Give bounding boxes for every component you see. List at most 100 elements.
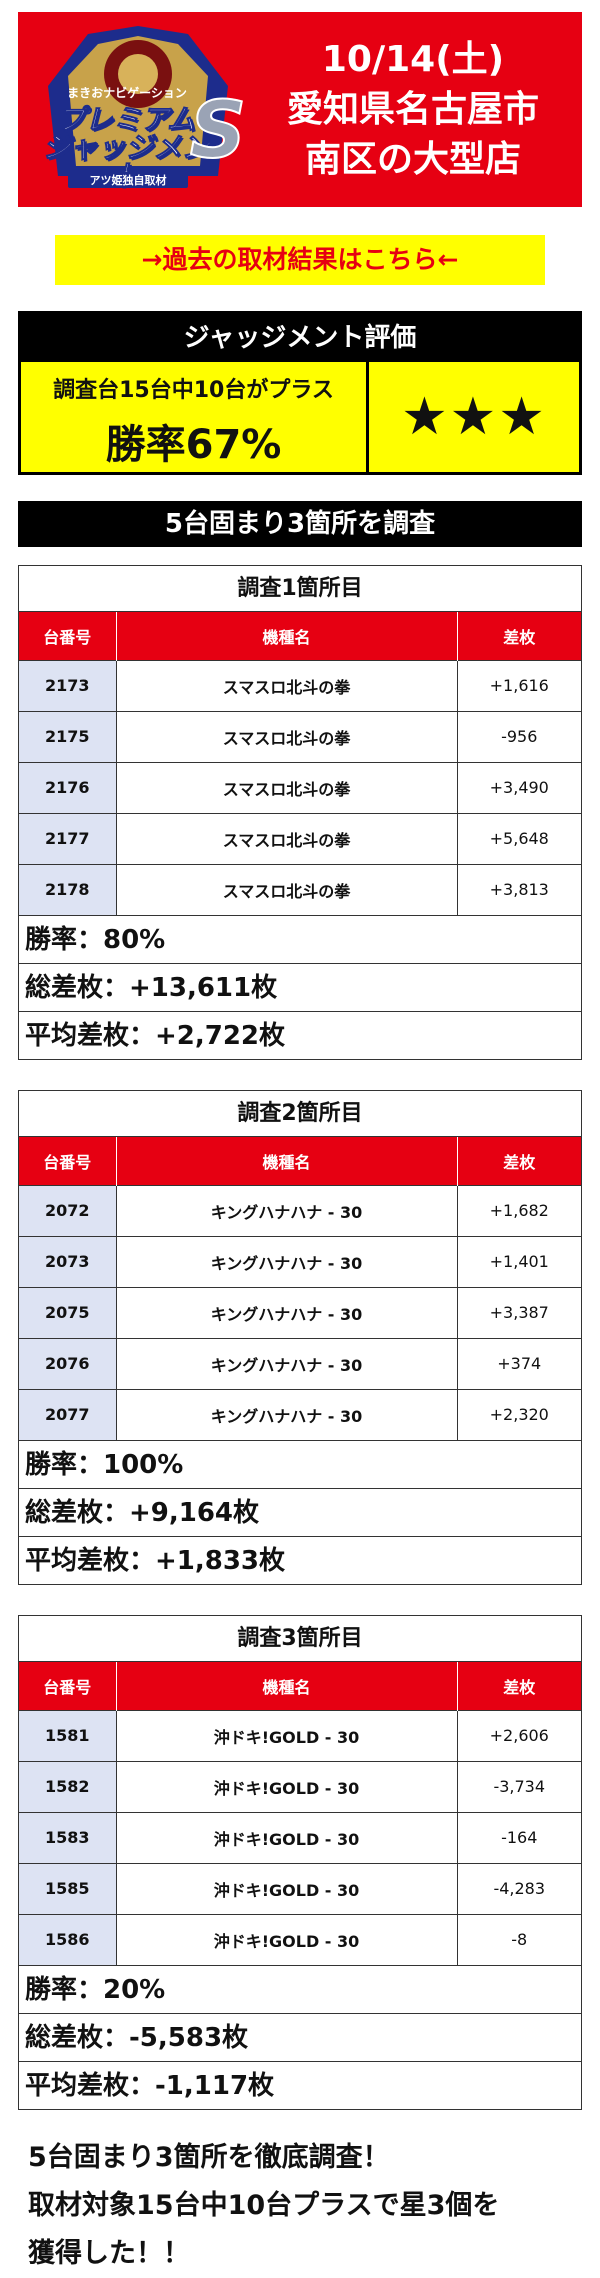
machine-diff: +1,682	[457, 1184, 581, 1236]
survey-table: 台番号 機種名 差枚 1581 沖ドキ!GOLD - 30 +2,606 158…	[19, 1662, 581, 1965]
logo-title-line1: プレミアム	[56, 102, 196, 136]
machine-name: スマスロ北斗の拳	[116, 812, 458, 864]
survey-average-diff: 平均差枚：+1,833枚	[19, 1536, 581, 1584]
logo-letter: S	[189, 85, 247, 176]
summary-text: 5台固まり3箇所を徹底調査！ 取材対象15台中10台プラスで星3個を 獲得した！…	[28, 2134, 582, 2278]
machine-no: 2176	[19, 761, 117, 813]
machine-diff: +1,401	[457, 1235, 581, 1287]
judgement-header: ジャッジメント評価	[21, 314, 579, 362]
judgement-result: 調査台15台中10台がプラス 勝率67%	[21, 362, 369, 472]
table-row: 1582 沖ドキ!GOLD - 30 -3,734	[19, 1760, 581, 1812]
survey-block-1: 調査1箇所目 台番号 機種名 差枚 2173 スマスロ北斗の拳 +1,616 2…	[18, 565, 582, 1060]
banner-location: 愛知県名古屋市	[286, 88, 539, 130]
table-row: 2175 スマスロ北斗の拳 -956	[19, 710, 581, 762]
table-header-row: 台番号 機種名 差枚	[19, 1137, 581, 1185]
table-header-row: 台番号 機種名 差枚	[19, 612, 581, 660]
table-row: 1581 沖ドキ!GOLD - 30 +2,606	[19, 1709, 581, 1761]
machine-no: 2075	[19, 1286, 117, 1338]
machine-name: キングハナハナ - 30	[116, 1184, 458, 1236]
survey-table: 台番号 機種名 差枚 2072 キングハナハナ - 30 +1,682 2073…	[19, 1137, 581, 1440]
header-machine-name: 機種名	[116, 1137, 458, 1185]
premium-judgement-logo: まきおナビゲーション プレミアム ジャッジメント アツ姫独自取材 S	[28, 25, 250, 194]
machine-name: 沖ドキ!GOLD - 30	[116, 1709, 458, 1761]
machine-no: 2178	[19, 863, 117, 915]
table-row: 2173 スマスロ北斗の拳 +1,616	[19, 659, 581, 711]
machine-diff: -4,283	[457, 1862, 581, 1914]
table-row: 2177 スマスロ北斗の拳 +5,648	[19, 812, 581, 864]
banner-date: 10/14(土)	[321, 38, 505, 80]
machine-name: 沖ドキ!GOLD - 30	[116, 1862, 458, 1914]
machine-name: スマスロ北斗の拳	[116, 710, 458, 762]
table-row: 2077 キングハナハナ - 30 +2,320	[19, 1388, 581, 1440]
survey-total-diff: 総差枚：-5,583枚	[19, 2013, 581, 2061]
machine-name: 沖ドキ!GOLD - 30	[116, 1760, 458, 1812]
table-row: 1583 沖ドキ!GOLD - 30 -164	[19, 1811, 581, 1863]
machine-name: 沖ドキ!GOLD - 30	[116, 1913, 458, 1965]
machine-no: 2073	[19, 1235, 117, 1287]
survey-win-rate: 勝率：20%	[19, 1965, 581, 2013]
machine-no: 1583	[19, 1811, 117, 1863]
machine-diff: +3,490	[457, 761, 581, 813]
survey-average-diff: 平均差枚：-1,117枚	[19, 2061, 581, 2109]
header-diff: 差枚	[457, 1662, 581, 1710]
header-machine-no: 台番号	[19, 1662, 117, 1710]
table-row: 2176 スマスロ北斗の拳 +3,490	[19, 761, 581, 813]
machine-no: 2077	[19, 1388, 117, 1440]
machine-no: 2177	[19, 812, 117, 864]
judgement-win-rate: 勝率67%	[105, 422, 282, 468]
machine-name: 沖ドキ!GOLD - 30	[116, 1811, 458, 1863]
machine-no: 2173	[19, 659, 117, 711]
machine-no: 1585	[19, 1862, 117, 1914]
logo-emblem-icon	[48, 25, 228, 176]
survey-table: 台番号 機種名 差枚 2173 スマスロ北斗の拳 +1,616 2175 スマス…	[19, 612, 581, 915]
logo-caption: まきおナビゲーション	[67, 85, 187, 100]
machine-name: スマスロ北斗の拳	[116, 863, 458, 915]
machine-name: キングハナハナ - 30	[116, 1286, 458, 1338]
judgement-panel: ジャッジメント評価 調査台15台中10台がプラス 勝率67% ★★★	[18, 311, 582, 475]
table-row: 2075 キングハナハナ - 30 +3,387	[19, 1286, 581, 1338]
machine-diff: +3,813	[457, 863, 581, 915]
survey-total-diff: 総差枚：+13,611枚	[19, 963, 581, 1011]
table-row: 1585 沖ドキ!GOLD - 30 -4,283	[19, 1862, 581, 1914]
machine-name: キングハナハナ - 30	[116, 1235, 458, 1287]
table-row: 2076 キングハナハナ - 30 +374	[19, 1337, 581, 1389]
machine-diff: -3,734	[457, 1760, 581, 1812]
machine-no: 1581	[19, 1709, 117, 1761]
machine-no: 2072	[19, 1184, 117, 1236]
survey-average-diff: 平均差枚：+2,722枚	[19, 1011, 581, 1059]
table-row: 2073 キングハナハナ - 30 +1,401	[19, 1235, 581, 1287]
machine-diff: +374	[457, 1337, 581, 1389]
summary-line-3: 獲得した！！	[28, 2238, 190, 2269]
header-banner: まきおナビゲーション プレミアム ジャッジメント アツ姫独自取材 S 10/14…	[18, 12, 582, 207]
survey-total-diff: 総差枚：+9,164枚	[19, 1488, 581, 1536]
machine-diff: -8	[457, 1913, 581, 1965]
survey-win-rate: 勝率：100%	[19, 1440, 581, 1488]
machine-name: キングハナハナ - 30	[116, 1337, 458, 1389]
logo-subtitle: アツ姫独自取材	[68, 171, 188, 188]
summary-line-1: 5台固まり3箇所を徹底調査！	[28, 2142, 390, 2173]
machine-diff: +3,387	[457, 1286, 581, 1338]
machine-no: 2076	[19, 1337, 117, 1389]
survey-block-2: 調査2箇所目 台番号 機種名 差枚 2072 キングハナハナ - 30 +1,6…	[18, 1090, 582, 1585]
summary-line-2: 取材対象15台中10台プラスで星3個を	[28, 2190, 500, 2221]
survey-title: 調査2箇所目	[19, 1091, 581, 1137]
survey-title: 調査1箇所目	[19, 566, 581, 612]
past-results-link[interactable]: →過去の取材結果はこちら←	[55, 235, 545, 285]
banner-text: 10/14(土) 愛知県名古屋市 南区の大型店	[250, 35, 582, 185]
table-row: 1586 沖ドキ!GOLD - 30 -8	[19, 1913, 581, 1965]
header-machine-no: 台番号	[19, 1137, 117, 1185]
header-machine-name: 機種名	[116, 1662, 458, 1710]
header-machine-name: 機種名	[116, 612, 458, 660]
machine-name: キングハナハナ - 30	[116, 1388, 458, 1440]
machine-diff: +2,320	[457, 1388, 581, 1440]
table-header-row: 台番号 機種名 差枚	[19, 1662, 581, 1710]
judgement-description: 調査台15台中10台がプラス	[53, 378, 334, 403]
machine-name: スマスロ北斗の拳	[116, 761, 458, 813]
survey-title: 調査3箇所目	[19, 1616, 581, 1662]
header-diff: 差枚	[457, 1137, 581, 1185]
header-diff: 差枚	[457, 612, 581, 660]
survey-win-rate: 勝率：80%	[19, 915, 581, 963]
header-machine-no: 台番号	[19, 612, 117, 660]
machine-diff: -164	[457, 1811, 581, 1863]
section-header: 5台固まり3箇所を調査	[18, 501, 582, 547]
